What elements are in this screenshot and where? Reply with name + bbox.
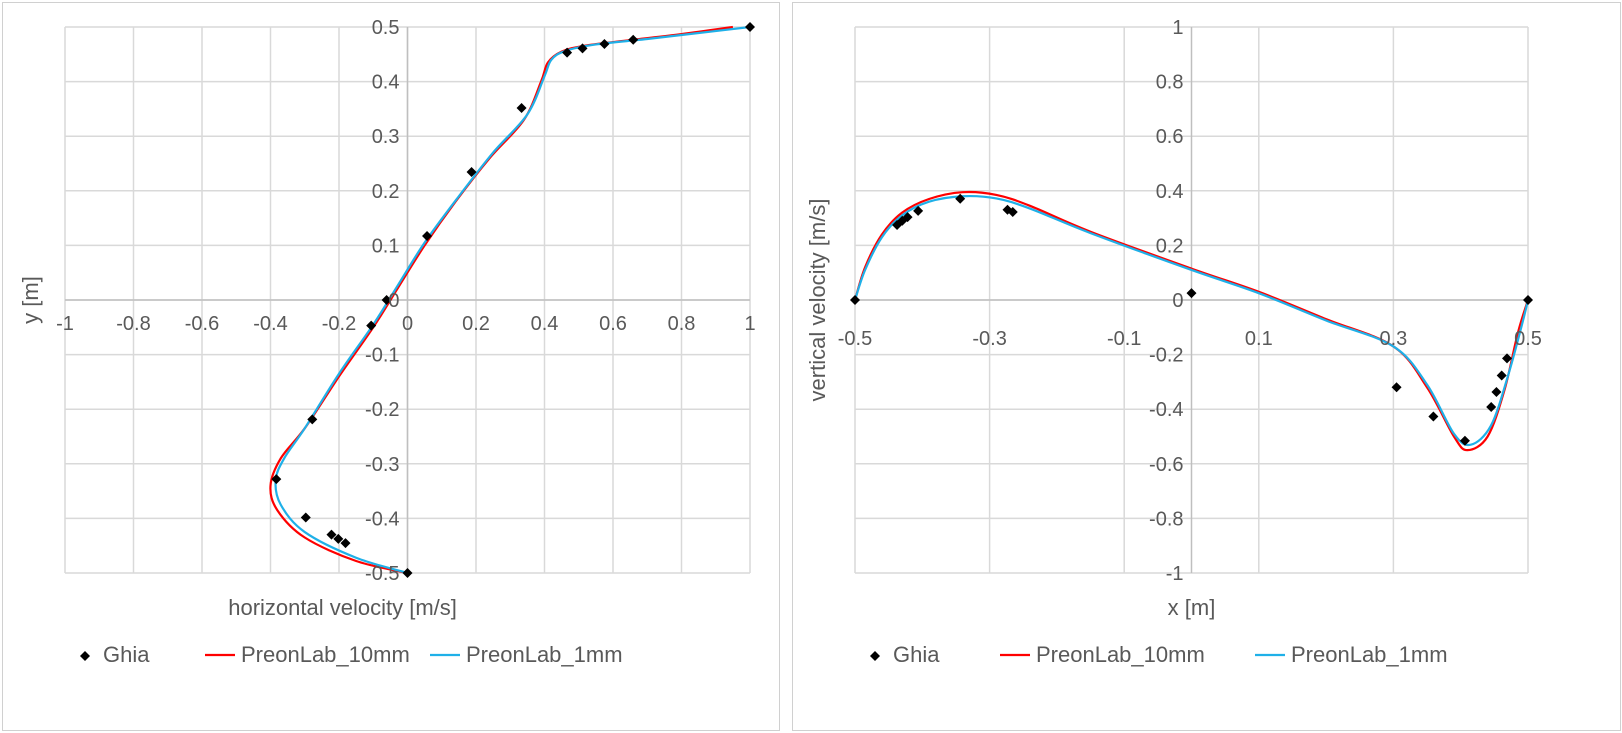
- data-point-ghia: [1428, 411, 1439, 422]
- y-tick-label: -0.4: [365, 508, 399, 530]
- x-tick-label: 0.1: [1245, 328, 1273, 350]
- legend-marker-ghia: [80, 651, 90, 661]
- data-point-ghia: [1486, 401, 1497, 412]
- data-point-ghia: [892, 219, 903, 230]
- y-tick-label: -0.3: [365, 454, 399, 476]
- y-tick-label: 0.6: [1156, 126, 1184, 148]
- x-tick-label: 0: [402, 313, 413, 335]
- data-point-ghia: [1502, 353, 1513, 364]
- x-tick-label: -0.8: [116, 313, 150, 335]
- y-tick-label: -0.4: [1149, 399, 1183, 421]
- x-tick-label: -0.5: [838, 328, 872, 350]
- data-point-ghia: [1002, 204, 1013, 215]
- data-point-ghia: [955, 193, 966, 204]
- data-point-ghia: [381, 295, 392, 305]
- data-point-ghia: [1459, 435, 1470, 446]
- chart-1: [850, 26, 1533, 661]
- y-tick-label: -0.1: [365, 345, 399, 367]
- y-tick-label: 0.8: [1156, 72, 1184, 94]
- data-point-ghia: [271, 474, 282, 485]
- x-tick-label: 0.4: [531, 313, 559, 335]
- data-point-ghia: [422, 231, 433, 242]
- data-point-ghia: [402, 568, 413, 578]
- legend-marker-ghia: [870, 651, 880, 661]
- x-tick-label: -0.6: [185, 313, 219, 335]
- chart-0: [64, 22, 755, 661]
- series-line-PreonLab_10mm: [853, 190, 1530, 452]
- data-point-ghia: [1391, 382, 1402, 393]
- data-point-ghia: [1523, 295, 1533, 305]
- data-point-ghia: [326, 529, 337, 540]
- y-tick-label: 0.3: [372, 126, 400, 148]
- y-tick-label: 0.4: [1156, 181, 1184, 203]
- y-tick-label: 1: [1172, 17, 1183, 39]
- chart-left-panel: [2, 2, 780, 731]
- y-tick-label: -0.6: [1149, 454, 1183, 476]
- y-tick-label: -0.2: [365, 399, 399, 421]
- y-axis-label: vertical velocity [m/s]: [805, 199, 830, 402]
- legend-label: Ghia: [893, 642, 940, 667]
- data-point-ghia: [1186, 288, 1197, 299]
- y-axis-label: y [m]: [18, 276, 43, 324]
- legend-label: PreonLab_1mm: [1291, 642, 1448, 667]
- chart-right-panel: [792, 2, 1621, 731]
- y-tick-label: 0: [1172, 290, 1183, 312]
- x-tick-label: -0.3: [972, 328, 1006, 350]
- data-point-ghia: [300, 512, 311, 523]
- y-tick-label: -0.8: [1149, 508, 1183, 530]
- data-point-ghia: [340, 538, 351, 549]
- y-tick-label: 0.4: [372, 72, 400, 94]
- x-axis-label: horizontal velocity [m/s]: [228, 595, 457, 620]
- series-line-PreonLab_1mm: [853, 194, 1530, 447]
- x-tick-label: 0.8: [668, 313, 696, 335]
- data-point-ghia: [1496, 370, 1507, 381]
- data-point-ghia: [850, 295, 860, 305]
- data-point-ghia: [333, 533, 344, 544]
- x-tick-label: 0.5: [1514, 328, 1542, 350]
- y-tick-label: -0.2: [1149, 345, 1183, 367]
- x-tick-label: 0.6: [599, 313, 627, 335]
- legend-label: PreonLab_1mm: [466, 642, 623, 667]
- y-tick-label: 0.5: [372, 17, 400, 39]
- y-tick-label: 0: [388, 290, 399, 312]
- data-point-ghia: [516, 103, 527, 114]
- data-point-ghia: [562, 47, 573, 58]
- data-point-ghia: [577, 43, 588, 54]
- data-point-ghia: [307, 414, 318, 425]
- data-point-ghia: [745, 22, 755, 32]
- data-point-ghia: [913, 205, 924, 216]
- data-point-ghia: [599, 39, 610, 50]
- data-point-ghia: [1491, 387, 1502, 398]
- x-tick-label: -1: [56, 313, 74, 335]
- x-tick-label: 1: [744, 313, 755, 335]
- data-point-ghia: [466, 167, 477, 178]
- y-tick-label: 0.2: [372, 181, 400, 203]
- y-tick-label: -1: [1166, 563, 1184, 585]
- legend-label: PreonLab_10mm: [241, 642, 410, 667]
- x-tick-label: 0.2: [462, 313, 490, 335]
- x-tick-label: -0.1: [1107, 328, 1141, 350]
- y-tick-label: -0.5: [365, 563, 399, 585]
- data-point-ghia: [366, 320, 377, 331]
- data-point-ghia: [628, 34, 639, 45]
- x-tick-label: -0.4: [253, 313, 287, 335]
- y-tick-label: 0.1: [372, 235, 400, 257]
- x-tick-label: -0.2: [322, 313, 356, 335]
- y-tick-label: 0.2: [1156, 235, 1184, 257]
- legend-label: Ghia: [103, 642, 150, 667]
- x-axis-label: x [m]: [1168, 595, 1216, 620]
- legend-label: PreonLab_10mm: [1036, 642, 1205, 667]
- x-tick-label: 0.3: [1379, 328, 1407, 350]
